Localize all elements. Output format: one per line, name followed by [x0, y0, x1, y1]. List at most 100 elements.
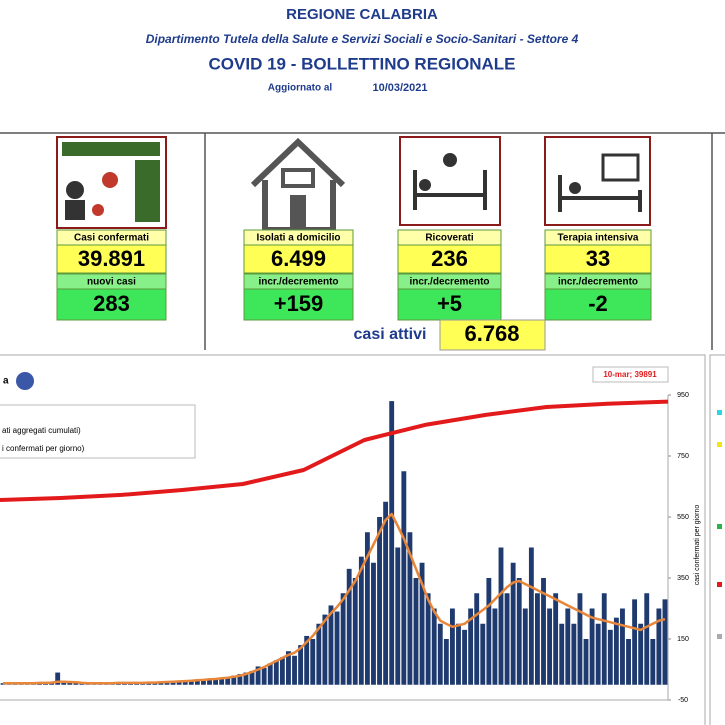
- bar: [334, 611, 340, 685]
- y-tick-label: 350: [677, 575, 689, 582]
- y-tick-label: 950: [677, 392, 689, 399]
- y-tick-label: 750: [677, 453, 689, 460]
- bar: [528, 547, 534, 685]
- card-sub-label: incr./decremento: [558, 277, 638, 288]
- bar: [474, 593, 480, 685]
- bar: [401, 471, 407, 685]
- card-sub-label: nuovi casi: [87, 277, 136, 288]
- card-sub-value-box: [397, 288, 502, 321]
- bar: [182, 680, 188, 685]
- bar: [322, 614, 328, 685]
- bar: [571, 623, 577, 685]
- card-label: Ricoverati: [425, 233, 474, 244]
- bar: [595, 623, 601, 685]
- card-label: Terapia intensiva: [558, 233, 639, 244]
- bar: [541, 578, 546, 685]
- bar: [480, 623, 486, 685]
- bar: [626, 639, 631, 685]
- card-sub-value-box: [544, 288, 652, 321]
- legend: [0, 404, 196, 459]
- card-value: 6.499: [271, 246, 326, 271]
- y-tick-label: 150: [677, 636, 689, 643]
- bar: [249, 671, 255, 685]
- chart-title: a: [3, 376, 9, 387]
- y-tick-label: 550: [677, 514, 689, 521]
- card-value-box: [243, 244, 354, 274]
- bar: [292, 655, 297, 685]
- bar: [201, 680, 206, 685]
- bar: [443, 639, 449, 685]
- bar: [449, 608, 455, 685]
- bar: [346, 568, 352, 685]
- card-value: 39.891: [78, 246, 145, 271]
- bar: [553, 593, 559, 685]
- active-box: [439, 319, 546, 351]
- y-tick-label: -50: [678, 697, 688, 704]
- bar: [255, 666, 261, 685]
- bar: [516, 578, 522, 685]
- bar: [559, 623, 565, 685]
- card-label: Isolati a domicilio: [257, 233, 341, 244]
- bar: [607, 629, 613, 685]
- bar: [267, 663, 273, 685]
- bar: [431, 608, 437, 685]
- bar: [304, 635, 310, 685]
- frame: [0, 132, 725, 350]
- bar: [486, 578, 492, 685]
- bar: [207, 678, 212, 685]
- bulletin-title: COVID 19 - BOLLETTINO REGIONALE: [209, 54, 516, 73]
- y-axis-title: casi confermati per giorno: [694, 505, 701, 586]
- bar: [425, 593, 431, 685]
- bar: [389, 401, 395, 685]
- bar: [498, 547, 504, 685]
- bar: [547, 608, 553, 685]
- bar: [371, 562, 376, 685]
- bar: [383, 501, 389, 685]
- line: [0, 399, 669, 502]
- bar: [194, 679, 200, 685]
- bar: [589, 608, 595, 685]
- active-label: casi attivi: [354, 326, 427, 343]
- side-markers: [717, 410, 722, 639]
- bar: [176, 682, 182, 685]
- legend-label: i confermati per giorno): [2, 444, 85, 453]
- card-sub-value: +5: [437, 291, 462, 316]
- department: Dipartimento Tutela della Salute e Servi…: [146, 32, 579, 46]
- card-sub-value-box: [243, 288, 354, 321]
- bar: [565, 608, 571, 685]
- bar: [73, 683, 79, 685]
- bar: [656, 608, 662, 685]
- card-value-box: [544, 244, 652, 274]
- bar: [504, 593, 510, 685]
- bar: [273, 660, 279, 685]
- bar: [462, 629, 467, 685]
- card-label: Casi confermati: [74, 233, 149, 244]
- updated-date: 10/03/2021: [372, 82, 427, 94]
- bar: [286, 651, 291, 685]
- bar: [662, 599, 668, 685]
- bar: [67, 682, 73, 685]
- bar: [437, 623, 443, 685]
- bar: [419, 562, 425, 685]
- bar: [243, 672, 249, 685]
- card-sub-label: incr./decremento: [409, 277, 489, 288]
- bar: [352, 578, 358, 685]
- bar: [613, 617, 619, 685]
- bar: [583, 639, 589, 685]
- bar: [492, 608, 498, 685]
- bar: [358, 556, 364, 685]
- bar: [510, 562, 516, 685]
- bar: [620, 608, 625, 685]
- card-sub-value-box: [56, 288, 167, 321]
- annotation-box: [592, 366, 669, 383]
- bar: [456, 623, 461, 685]
- bar: [468, 608, 474, 685]
- card-value-box: [397, 244, 502, 274]
- bar: [237, 674, 243, 685]
- icons: [56, 136, 651, 233]
- bar: [377, 517, 382, 685]
- bar: [55, 672, 61, 685]
- bar: [601, 593, 607, 685]
- updated-label: Aggiornato al: [268, 83, 333, 94]
- legend-label: ati aggregati cumulati): [2, 426, 81, 435]
